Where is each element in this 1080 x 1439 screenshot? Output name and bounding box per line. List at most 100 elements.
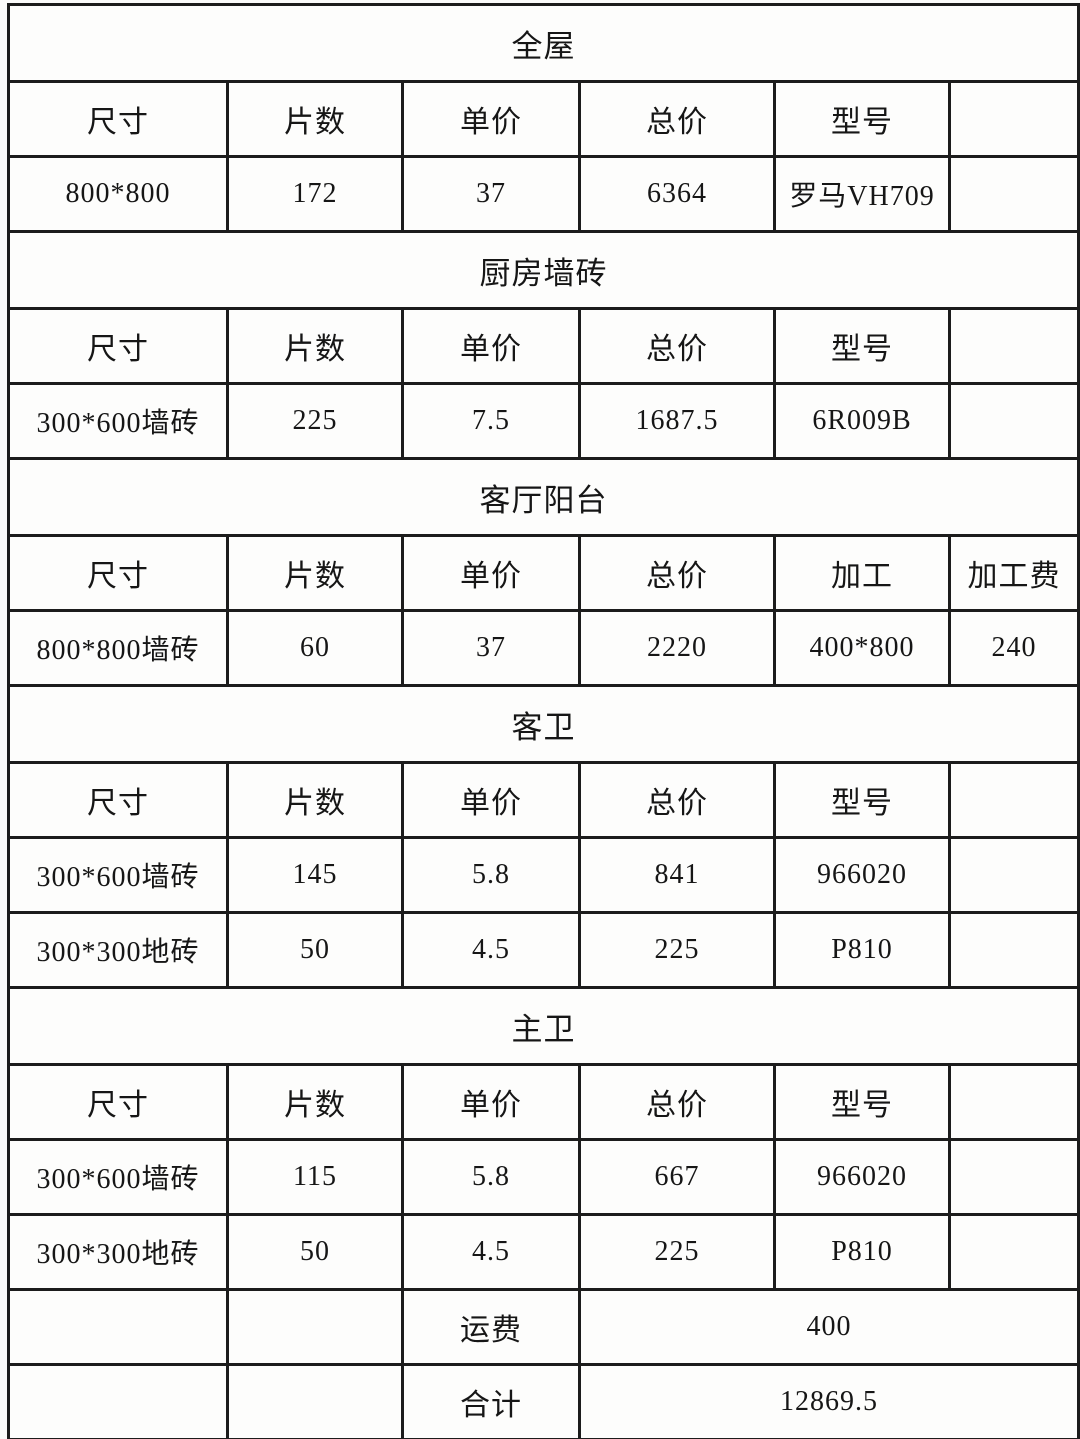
column-header-model: 型号 <box>773 1063 951 1141</box>
cell-count: 60 <box>226 609 404 687</box>
cell-size: 300*300地砖 <box>7 1213 229 1291</box>
column-header-processing-fee: 加工费 <box>947 534 1080 612</box>
column-header-unit-price: 单价 <box>401 1063 581 1141</box>
section-title: 客卫 <box>6 684 1080 764</box>
column-header-total-price: 总价 <box>578 761 776 839</box>
header-row: 尺寸 片数 单价 总价 型号 <box>7 761 1080 839</box>
column-header-total-price: 总价 <box>578 307 776 385</box>
cell-blank <box>947 1213 1080 1291</box>
shipping-fee-value: 400 <box>577 1288 1080 1366</box>
column-header-count: 片数 <box>226 1063 404 1141</box>
cell-processing-fee: 240 <box>947 609 1080 687</box>
cell-total-price: 6364 <box>578 155 776 233</box>
cell-unit-price: 7.5 <box>401 382 581 460</box>
cell-unit-price: 37 <box>401 155 581 233</box>
cell-unit-price: 5.8 <box>401 1138 581 1216</box>
column-header-size: 尺寸 <box>7 307 229 385</box>
header-row: 尺寸 片数 单价 总价 型号 <box>7 80 1080 158</box>
cell-total-price: 2220 <box>578 609 776 687</box>
cell-count: 172 <box>226 155 404 233</box>
cell-unit-price: 4.5 <box>401 911 581 989</box>
header-row: 尺寸 片数 单价 总价 型号 <box>7 307 1080 385</box>
table-row: 800*800墙砖 60 37 2220 400*800 240 <box>7 609 1080 687</box>
cell-unit-price: 37 <box>401 609 581 687</box>
cell-blank <box>947 155 1080 233</box>
cell-total-price: 225 <box>578 1213 776 1291</box>
table-row: 300*600墙砖 145 5.8 841 966020 <box>7 836 1080 914</box>
cell-blank <box>947 836 1080 914</box>
column-header-processing: 加工 <box>773 534 951 612</box>
column-header-count: 片数 <box>226 761 404 839</box>
column-header-total-price: 总价 <box>578 534 776 612</box>
column-header-unit-price: 单价 <box>401 534 581 612</box>
column-header-unit-price: 单价 <box>401 761 581 839</box>
cell-blank <box>947 1138 1080 1216</box>
cell-size: 300*300地砖 <box>7 911 229 989</box>
cell-size: 300*600墙砖 <box>7 836 229 914</box>
cell-blank <box>226 1288 404 1366</box>
cell-model: 966020 <box>773 836 951 914</box>
section-title: 全屋 <box>6 3 1080 83</box>
column-header-blank <box>947 1063 1080 1141</box>
tile-quote-table: 全屋 尺寸 片数 单价 总价 型号 800*800 172 37 6364 罗马… <box>6 3 1080 1439</box>
section-row-living-balcony: 客厅阳台 <box>6 457 1080 537</box>
column-header-count: 片数 <box>226 307 404 385</box>
column-header-total-price: 总价 <box>578 1063 776 1141</box>
section-title: 客厅阳台 <box>6 457 1080 537</box>
cell-total-price: 225 <box>578 911 776 989</box>
cell-count: 115 <box>226 1138 404 1216</box>
cell-count: 50 <box>226 911 404 989</box>
cell-total-price: 1687.5 <box>578 382 776 460</box>
grand-total-value: 12869.5 <box>577 1363 1080 1439</box>
column-header-model: 型号 <box>773 307 951 385</box>
column-header-count: 片数 <box>226 80 404 158</box>
cell-blank <box>947 382 1080 460</box>
header-row: 尺寸 片数 单价 总价 型号 <box>7 1063 1080 1141</box>
cell-blank <box>7 1288 229 1366</box>
cell-size: 800*800 <box>7 155 229 233</box>
table-row: 300*300地砖 50 4.5 225 P810 <box>7 1213 1080 1291</box>
table-row: 300*600墙砖 225 7.5 1687.5 6R009B <box>7 382 1080 460</box>
header-row: 尺寸 片数 单价 总价 加工 加工费 <box>7 534 1080 612</box>
section-row-guest-bath: 客卫 <box>6 684 1080 764</box>
grand-total-label: 合计 <box>401 1363 581 1439</box>
cell-model: P810 <box>773 911 951 989</box>
column-header-total-price: 总价 <box>578 80 776 158</box>
cell-blank <box>7 1363 229 1439</box>
table-row: 300*600墙砖 115 5.8 667 966020 <box>7 1138 1080 1216</box>
column-header-model: 型号 <box>773 80 951 158</box>
section-row-quanwu: 全屋 <box>6 3 1080 83</box>
cell-blank <box>226 1363 404 1439</box>
cell-model: 6R009B <box>773 382 951 460</box>
table-row: 300*300地砖 50 4.5 225 P810 <box>7 911 1080 989</box>
cell-count: 145 <box>226 836 404 914</box>
grand-total-row: 合计 12869.5 <box>7 1363 1080 1439</box>
cell-total-price: 667 <box>578 1138 776 1216</box>
shipping-fee-label: 运费 <box>401 1288 581 1366</box>
column-header-blank <box>947 307 1080 385</box>
cell-unit-price: 4.5 <box>401 1213 581 1291</box>
cell-processing: 400*800 <box>773 609 951 687</box>
cell-unit-price: 5.8 <box>401 836 581 914</box>
cell-blank <box>947 911 1080 989</box>
table-row: 800*800 172 37 6364 罗马VH709 <box>7 155 1080 233</box>
cell-size: 300*600墙砖 <box>7 382 229 460</box>
section-row-master-bath: 主卫 <box>6 986 1080 1066</box>
shipping-fee-row: 运费 400 <box>7 1288 1080 1366</box>
column-header-size: 尺寸 <box>7 1063 229 1141</box>
column-header-count: 片数 <box>226 534 404 612</box>
cell-model: 966020 <box>773 1138 951 1216</box>
column-header-size: 尺寸 <box>7 534 229 612</box>
column-header-unit-price: 单价 <box>401 80 581 158</box>
column-header-size: 尺寸 <box>7 80 229 158</box>
cell-count: 50 <box>226 1213 404 1291</box>
cell-size: 800*800墙砖 <box>7 609 229 687</box>
column-header-size: 尺寸 <box>7 761 229 839</box>
column-header-unit-price: 单价 <box>401 307 581 385</box>
cell-size: 300*600墙砖 <box>7 1138 229 1216</box>
column-header-blank <box>947 80 1080 158</box>
section-row-kitchen: 厨房墙砖 <box>6 230 1080 310</box>
column-header-model: 型号 <box>773 761 951 839</box>
cell-model: P810 <box>773 1213 951 1291</box>
